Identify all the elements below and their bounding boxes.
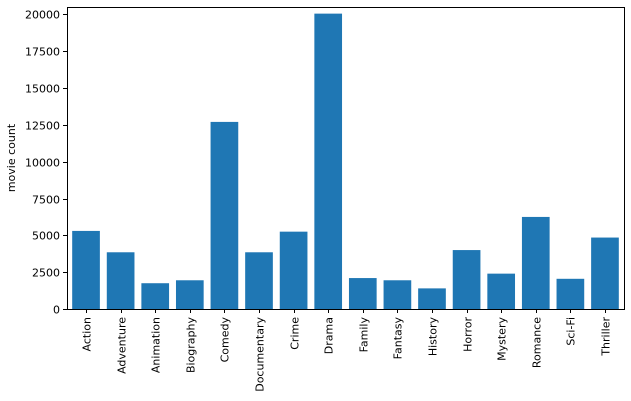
y-tick-label: 7500 (32, 194, 60, 207)
bar-action (72, 230, 100, 309)
x-tick-label: Family (358, 317, 371, 353)
x-tick-label: Biography (185, 317, 198, 374)
y-tick-label: 2500 (32, 267, 60, 280)
bar-fantasy (383, 280, 412, 309)
x-tick-label: Thriller (600, 317, 613, 357)
bars-group (72, 13, 619, 309)
bar-history (418, 288, 446, 309)
x-tick-label: Horror (462, 317, 475, 352)
bar-mystery (487, 273, 516, 309)
x-tick-label: Drama (323, 317, 336, 354)
y-axis: 0 2500 5000 7500 10000 12500 15000 17500 20000 (25, 9, 67, 317)
x-tick-label: Action (81, 317, 94, 351)
bar-documentary (245, 252, 273, 309)
bar-thriller (591, 237, 619, 309)
x-tick-label: Animation (150, 317, 163, 373)
y-tick-label: 15000 (25, 83, 60, 96)
y-axis-label: movie count (5, 123, 18, 192)
y-tick-label: 17500 (25, 46, 60, 59)
y-tick-label: 0 (53, 304, 60, 317)
bar-adventure (106, 252, 135, 309)
x-tick-label: Documentary (254, 317, 267, 392)
x-tick-label: Romance (531, 317, 544, 368)
x-tick-label: Mystery (496, 317, 509, 361)
y-tick-label: 5000 (32, 230, 60, 243)
x-tick-label: Sci-Fi (565, 317, 578, 346)
bar-comedy (210, 121, 239, 309)
bar-romance (521, 216, 550, 309)
x-tick-label: Fantasy (392, 317, 405, 360)
plot-frame (67, 7, 625, 310)
bar-horror (452, 250, 481, 309)
bar-sci-fi (556, 278, 585, 309)
x-axis: Action Adventure Animation Biography Comedy D… (81, 309, 613, 392)
bar-crime (279, 231, 308, 309)
x-tick-label: Crime (289, 317, 302, 350)
bar-biography (175, 280, 204, 309)
x-tick-label: Adventure (116, 317, 129, 374)
x-tick-label: History (427, 317, 440, 357)
y-tick-label: 12500 (25, 120, 60, 133)
y-tick-label: 20000 (25, 9, 60, 22)
bar-animation (141, 283, 170, 309)
x-tick-label: Comedy (219, 317, 232, 363)
bar-family (348, 278, 377, 309)
bar-drama (314, 13, 343, 309)
y-tick-label: 10000 (25, 157, 60, 170)
